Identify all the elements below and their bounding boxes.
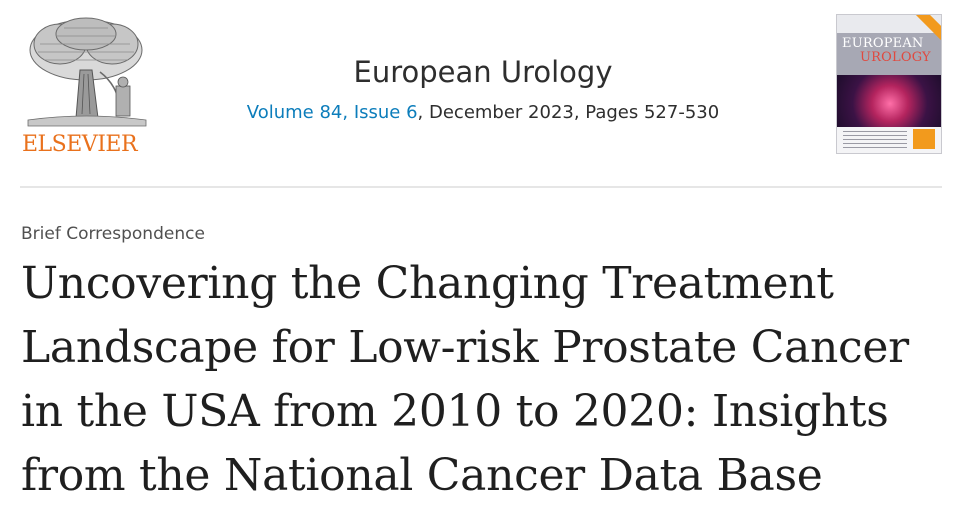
journal-header: ELSEVIER European Urology Volume 84, Iss… xyxy=(0,0,966,186)
article-title-line: in the USA from 2010 to 2020: Insights xyxy=(21,386,889,437)
article-title: Uncovering the Changing Treatment Landsc… xyxy=(21,252,956,508)
elsevier-logo[interactable]: ELSEVIER xyxy=(20,14,152,160)
cover-title-band xyxy=(837,33,941,75)
article-title-line: from the National Cancer Data Base xyxy=(21,450,823,501)
elsevier-wordmark: ELSEVIER xyxy=(22,132,138,157)
cover-title-line1: EUROPEAN xyxy=(842,36,924,51)
cover-title-line2: UROLOGY xyxy=(860,50,931,65)
cover-impact-badge xyxy=(913,129,935,149)
cover-title: EUROPEAN UROLOGY xyxy=(842,37,938,65)
journal-title-link[interactable]: European Urology xyxy=(353,55,613,89)
header-divider xyxy=(20,186,942,188)
journal-info: European Urology Volume 84, Issue 6, Dec… xyxy=(160,52,806,126)
elsevier-tree-icon xyxy=(27,17,147,127)
article-type: Brief Correspondence xyxy=(21,224,205,244)
article-title-line: Landscape for Low-risk Prostate Cancer xyxy=(21,322,909,373)
article-title-line: Uncovering the Changing Treatment xyxy=(21,258,834,309)
journal-issue-info: Volume 84, Issue 6, December 2023, Pages… xyxy=(160,100,806,126)
journal-cover-thumbnail[interactable]: EUROPEAN UROLOGY xyxy=(836,14,942,154)
issue-date-pages: , December 2023, Pages 527-530 xyxy=(417,102,720,123)
cover-image xyxy=(837,75,941,127)
volume-issue-link[interactable]: Volume 84, Issue 6 xyxy=(246,102,418,123)
cover-footer-text xyxy=(843,131,907,149)
